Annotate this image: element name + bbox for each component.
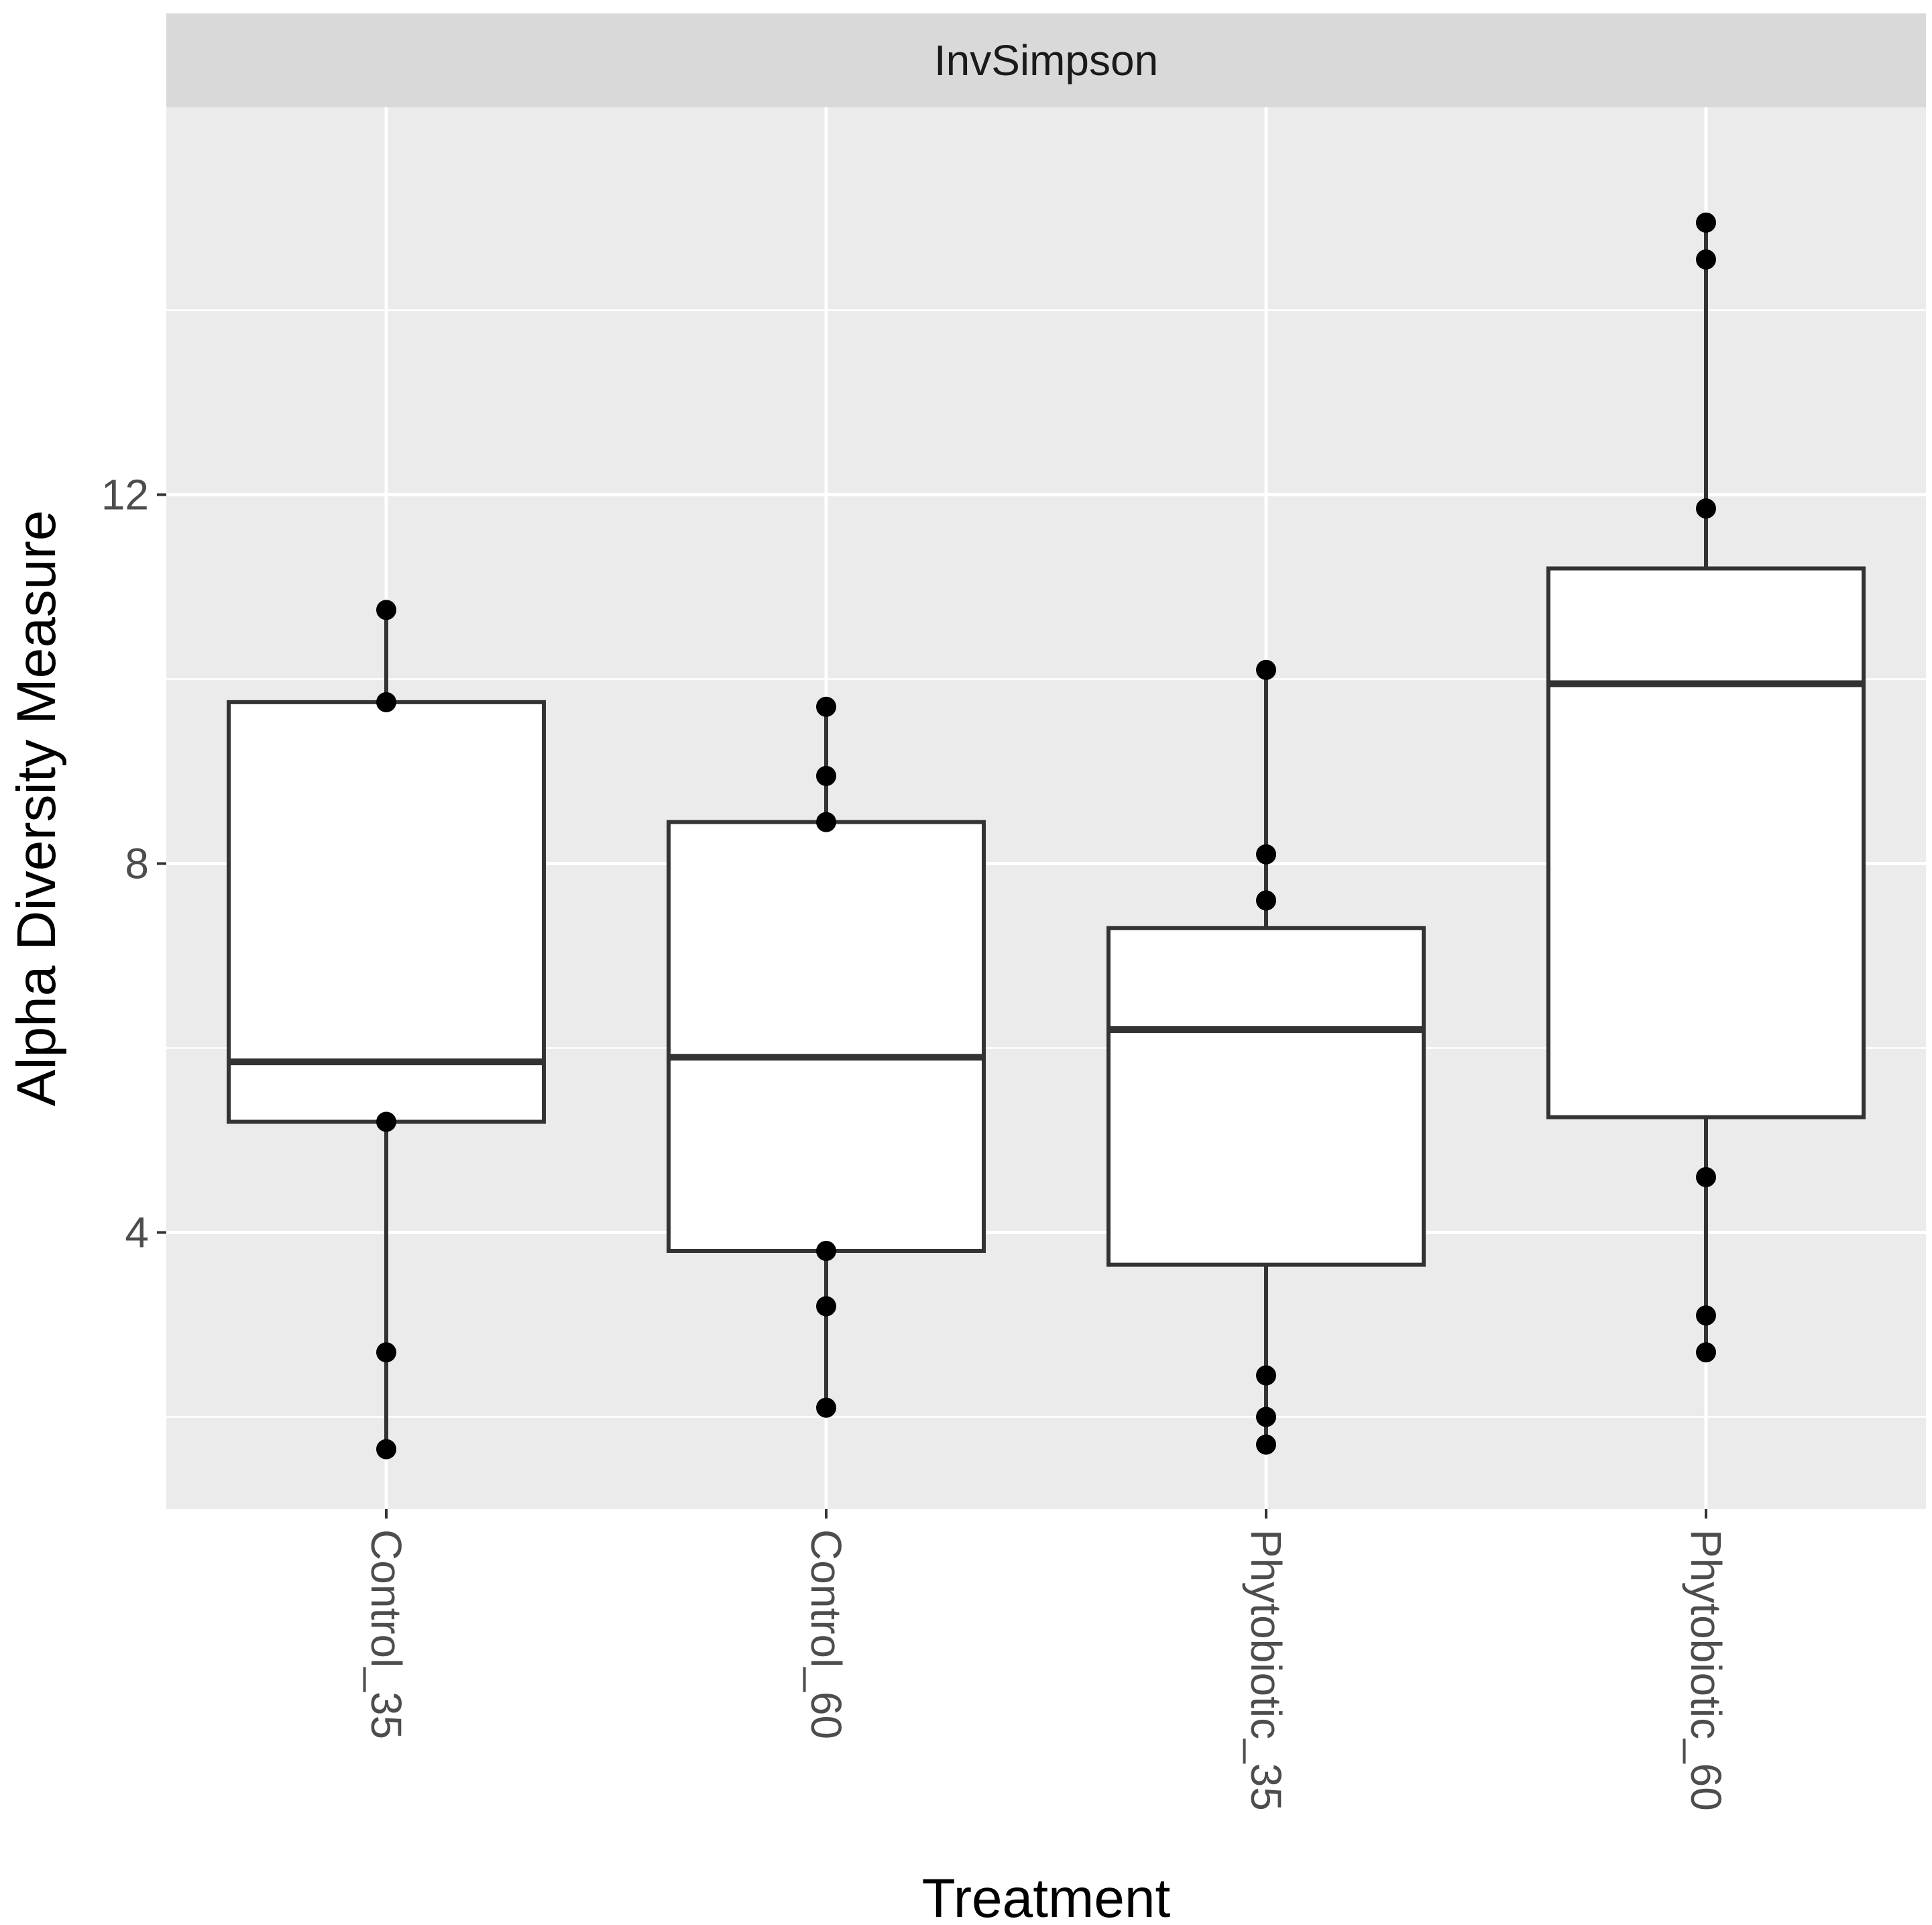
data-point bbox=[1256, 1365, 1276, 1386]
data-point bbox=[1696, 212, 1716, 233]
box-iqr bbox=[1106, 926, 1426, 1267]
x-tick-label: Control_35 bbox=[362, 1529, 410, 1739]
box-iqr bbox=[667, 820, 986, 1253]
data-point bbox=[816, 765, 836, 786]
x-tick-label: Control_60 bbox=[802, 1529, 850, 1739]
data-point bbox=[376, 1342, 396, 1363]
data-point bbox=[376, 692, 396, 712]
data-point bbox=[1256, 1434, 1276, 1455]
y-axis: 4 8 12 bbox=[101, 471, 166, 1257]
data-point bbox=[376, 600, 396, 620]
data-point bbox=[1256, 1407, 1276, 1427]
data-point bbox=[1256, 659, 1276, 680]
data-point bbox=[816, 1296, 836, 1317]
data-point bbox=[816, 696, 836, 717]
y-tick-label: 4 bbox=[125, 1209, 149, 1257]
data-point bbox=[1256, 844, 1276, 865]
data-point bbox=[1696, 1167, 1716, 1187]
data-point bbox=[816, 1397, 836, 1418]
data-point bbox=[816, 812, 836, 832]
x-tick-label: Phytobiotic_60 bbox=[1682, 1529, 1730, 1811]
data-point bbox=[1696, 249, 1716, 270]
facet-strip-title: InvSimpson bbox=[934, 36, 1158, 85]
data-points bbox=[376, 212, 1716, 1460]
data-point bbox=[1696, 1305, 1716, 1326]
facet-strip bbox=[166, 13, 1926, 107]
data-point bbox=[1696, 1342, 1716, 1363]
box-iqr bbox=[1546, 566, 1866, 1119]
data-point bbox=[376, 1439, 396, 1460]
data-point bbox=[1256, 890, 1276, 911]
data-point bbox=[816, 1241, 836, 1261]
x-tick-label: Phytobiotic_35 bbox=[1242, 1529, 1290, 1811]
y-tick-label: 8 bbox=[125, 840, 149, 888]
x-axis-title: Treatment bbox=[922, 1868, 1171, 1925]
data-point bbox=[1696, 498, 1716, 519]
y-tick-label: 12 bbox=[101, 471, 149, 519]
y-axis-title: Alpha Diversity Measure bbox=[6, 510, 67, 1107]
data-point bbox=[376, 1111, 396, 1132]
x-axis: Control_35 Control_60 Phytobiotic_35 Phytob… bbox=[362, 1509, 1730, 1811]
